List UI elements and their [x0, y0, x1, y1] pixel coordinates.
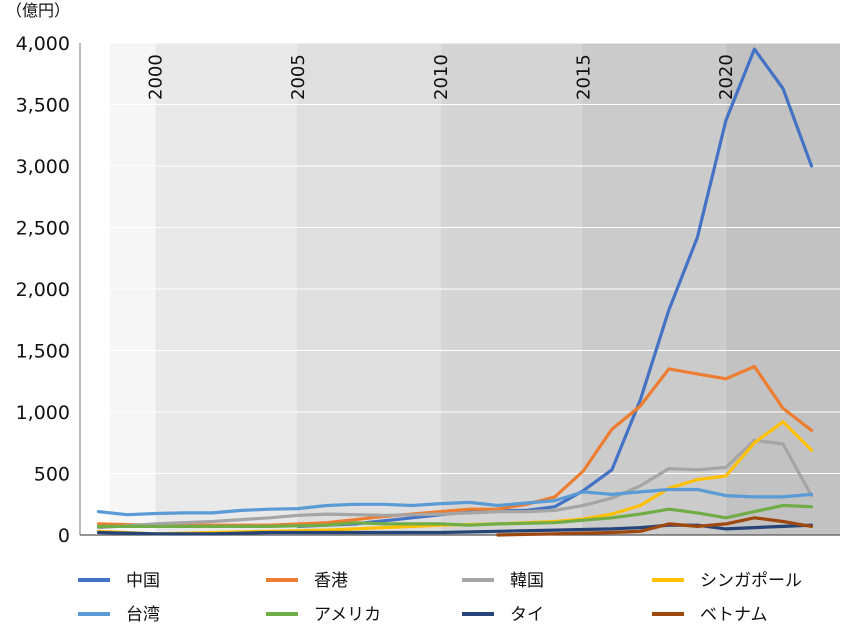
- series-line-4: [96, 487, 814, 517]
- x-tick-label: 2010: [431, 54, 452, 100]
- y-tick-label: 1,000: [16, 402, 70, 424]
- y-tick-label: 500: [34, 464, 70, 486]
- legend-label: 香港: [314, 571, 348, 591]
- y-tick-label: 1,500: [16, 341, 70, 363]
- y-tick-label: 3,500: [16, 95, 70, 117]
- legend-label: 韓国: [510, 571, 544, 591]
- y-tick-label: 2,000: [16, 279, 70, 301]
- y-tick-label: 3,000: [16, 156, 70, 178]
- series-line-7: [496, 516, 814, 537]
- x-tick-label: 2015: [573, 54, 594, 100]
- series-lines: [96, 47, 814, 537]
- legend-label: 中国: [126, 571, 160, 591]
- x-tick-label: 2020: [716, 54, 737, 100]
- x-axis: 2000 2005 2010 2015 2020: [146, 54, 737, 100]
- x-tick-label: 2000: [146, 54, 167, 100]
- legend-label: タイ: [510, 605, 544, 625]
- legend-label: 台湾: [126, 605, 160, 625]
- legend-label: アメリカ: [314, 605, 381, 625]
- series-line-5: [96, 503, 814, 528]
- y-tick-label: 0: [58, 525, 70, 547]
- legend-label: ベトナム: [700, 605, 768, 625]
- series-line-2: [96, 438, 814, 530]
- series-line-6: [96, 523, 814, 536]
- legend-label: シンガポール: [700, 571, 802, 591]
- x-tick-label: 2005: [288, 54, 309, 100]
- y-tick-label: 4,000: [16, 33, 70, 55]
- y-axis: 0 500 1,000 1,500 2,000 2,500 3,000 3,500 4,000: [16, 33, 70, 547]
- y-tick-label: 2,500: [16, 218, 70, 240]
- unit-label: （億円）: [6, 1, 70, 20]
